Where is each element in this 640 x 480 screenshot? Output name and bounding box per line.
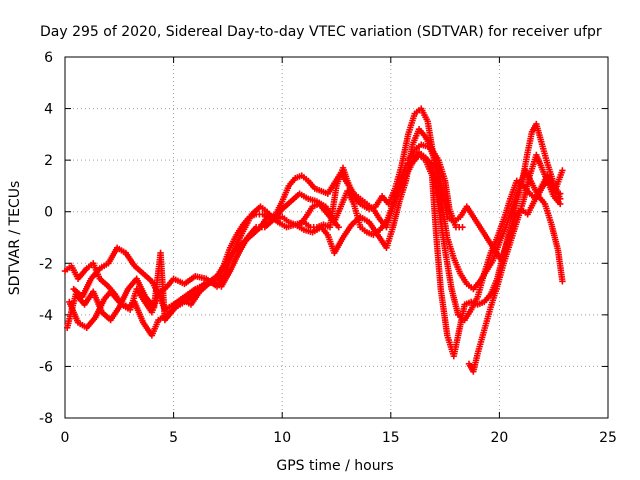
grid bbox=[65, 57, 608, 418]
y-tick-label: -8 bbox=[39, 411, 53, 427]
x-tick-label: 25 bbox=[599, 430, 617, 446]
series-track-3 bbox=[66, 120, 564, 360]
plot-frame bbox=[64, 56, 609, 419]
x-axis-label: GPS time / hours bbox=[276, 458, 393, 474]
series-track-4 bbox=[63, 126, 564, 375]
x-tick-label: 10 bbox=[273, 430, 291, 446]
series-track-2 bbox=[70, 149, 566, 324]
x-tick-label: 15 bbox=[382, 430, 400, 446]
x-tick-label: 5 bbox=[169, 430, 178, 446]
series-track-5 bbox=[296, 141, 564, 264]
data-marks bbox=[61, 105, 566, 375]
chart-title: Day 295 of 2020, Sidereal Day-to-day VTE… bbox=[40, 24, 602, 40]
x-tick-label: 0 bbox=[61, 430, 70, 446]
y-tick-label: -6 bbox=[39, 359, 53, 375]
y-tick-label: 2 bbox=[44, 153, 53, 169]
y-tick-label: 0 bbox=[44, 205, 53, 221]
y-tick-label: -2 bbox=[39, 256, 53, 272]
y-tick-label: -4 bbox=[39, 308, 53, 324]
x-tick-label: 20 bbox=[490, 430, 508, 446]
axis-ticks: 0 5 10 15 20 25 -8 -6 -4 -2 0 2 4 6 bbox=[39, 50, 617, 446]
y-axis-label: SDTVAR / TECUs bbox=[7, 181, 23, 296]
y-tick-label: 4 bbox=[44, 102, 53, 118]
y-tick-label: 6 bbox=[44, 50, 53, 66]
